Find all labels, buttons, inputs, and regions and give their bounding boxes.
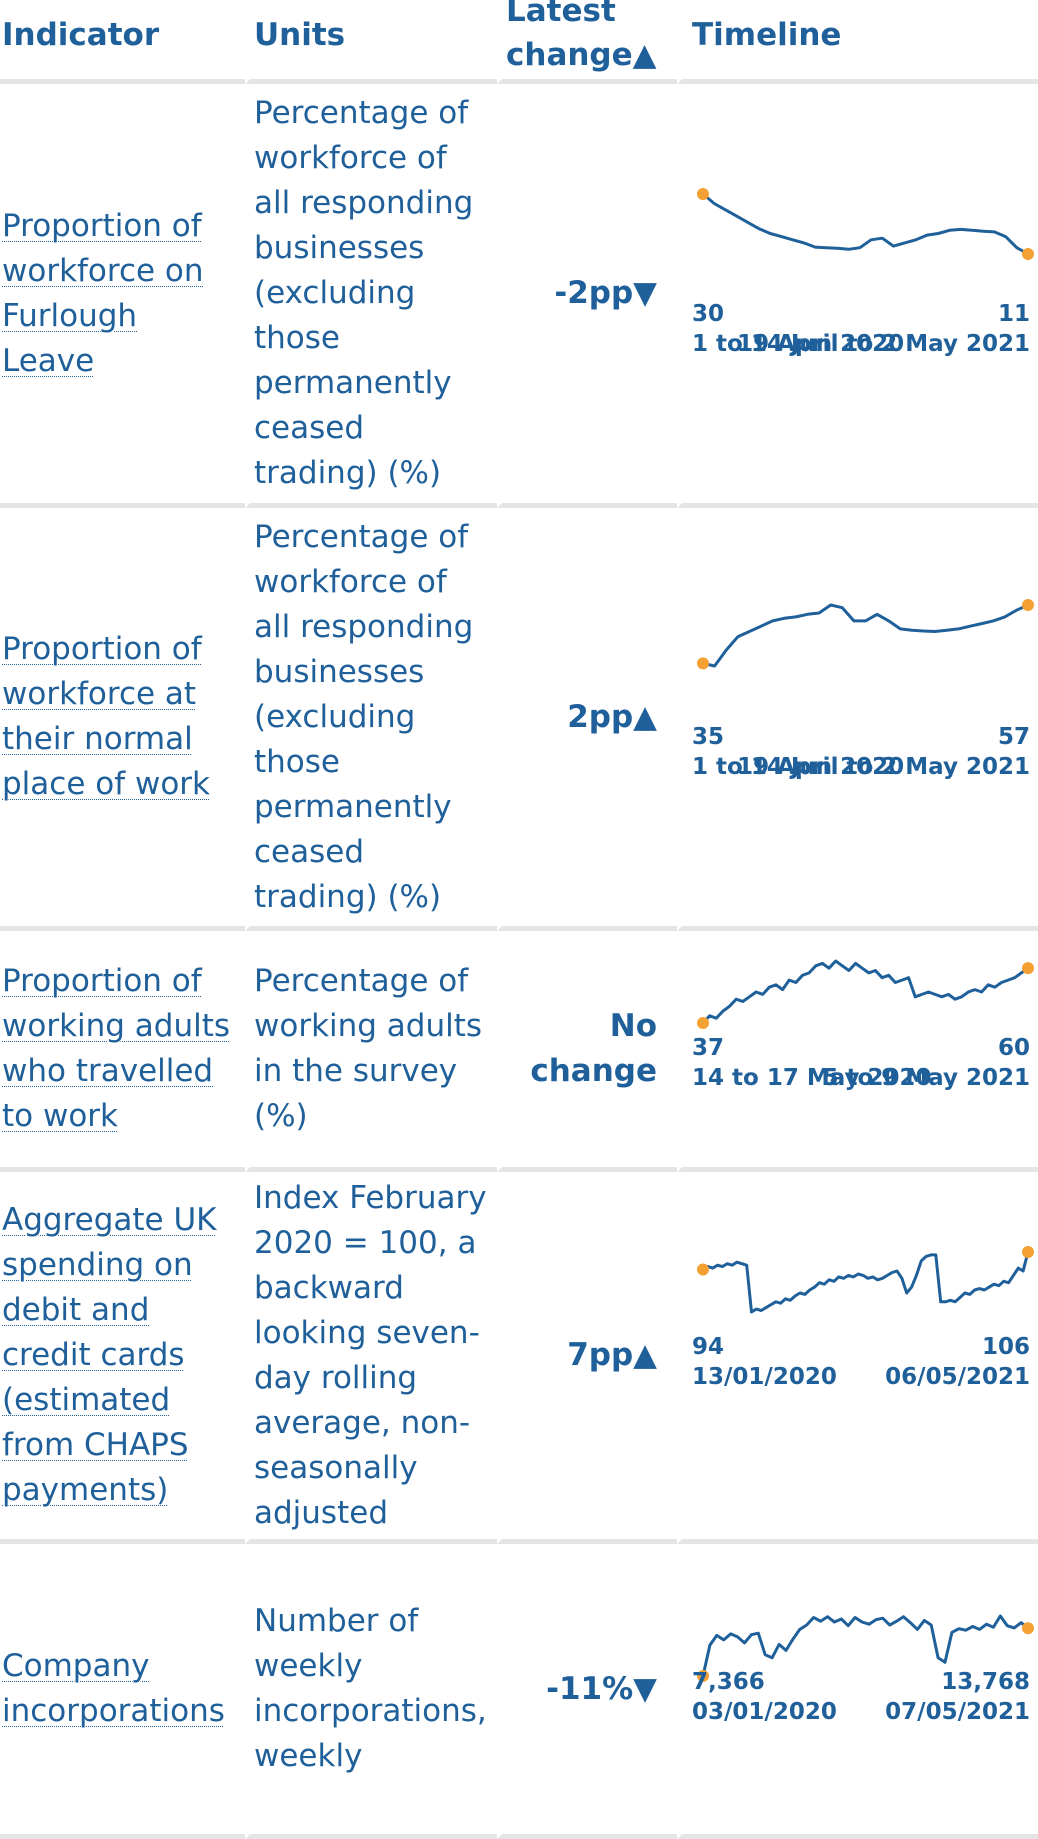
sparkline-end-point [1022, 1622, 1034, 1635]
sparkline-end-point [1022, 1246, 1034, 1258]
sparkline [697, 1246, 1034, 1314]
indicator-link[interactable]: Proportion of workforce at their normal … [2, 631, 211, 802]
column-header-indicator[interactable]: Indicator [0, 0, 245, 84]
units-cell: Percentage of working adults in the surv… [245, 931, 497, 1172]
sparkline-line [701, 959, 1029, 1025]
timeline-cell: 30 1 to 14 Jun 2020 11 19 April to 2 May… [677, 84, 1038, 508]
timeline-end-label: 11 19 April to 2 May 2021 [737, 299, 1030, 359]
end-value: 106 [981, 1334, 1030, 1360]
start-value: 35 [692, 724, 725, 750]
start-date: 14 to 17 May 2020 [692, 1065, 932, 1091]
timeline-end-label: 60 5 to 9 May 2021 [822, 1033, 1030, 1093]
indicator-link[interactable]: Proportion of workforce on Furlough Leav… [2, 207, 204, 379]
timeline-cell: 7,366 03/01/2020 13,768 07/05/2021 [677, 1544, 1038, 1839]
start-value: 7,366 [692, 1669, 765, 1695]
sparkline-line [702, 192, 1029, 256]
sparkline-line [702, 1251, 1030, 1314]
timeline-cell: 37 14 to 17 May 2020 60 5 to 9 May 2021 [677, 931, 1038, 1172]
sparkline-end-point [1022, 962, 1034, 975]
sparkline [697, 599, 1034, 670]
start-date: 13/01/2020 [692, 1364, 837, 1390]
end-value: 13,768 [941, 1669, 1030, 1695]
sparkline-start-point [697, 657, 709, 670]
sparkline-start-point [697, 1017, 709, 1029]
timeline-end-label: 57 19 April to 2 May 2021 [737, 722, 1030, 782]
table-header-row: Indicator Units Latest change▲ Timeline [0, 0, 1038, 84]
start-date: 03/01/2020 [692, 1699, 837, 1725]
table-row: Proportion of workforce at their normal … [0, 508, 1038, 931]
timeline-cell: 94 13/01/2020 106 06/05/2021 [677, 1172, 1038, 1544]
end-date: 19 April to 2 May 2021 [737, 754, 1030, 780]
end-value: 57 [997, 724, 1030, 750]
units-cell: Index February 2020 = 100, a backward lo… [245, 1172, 497, 1544]
end-date: 19 April to 2 May 2021 [737, 331, 1030, 357]
start-value: 30 [692, 301, 725, 327]
end-value: 60 [997, 1035, 1030, 1061]
latest-change-value: No change [497, 931, 677, 1172]
start-value: 94 [692, 1334, 725, 1360]
units-cell: Number of weekly incorporations, weekly [245, 1544, 497, 1839]
end-date: 5 to 9 May 2021 [822, 1065, 1030, 1091]
sparkline-end-point [1022, 248, 1034, 260]
end-date: 06/05/2021 [885, 1364, 1030, 1390]
sparkline-line [701, 1614, 1029, 1677]
end-value: 11 [997, 301, 1030, 327]
timeline-end-label: 106 06/05/2021 [885, 1332, 1030, 1392]
timeline-cell: 35 1 to 14 Jun 2020 57 19 April to 2 May… [677, 508, 1038, 931]
column-header-units[interactable]: Units [245, 0, 497, 84]
start-value: 37 [692, 1035, 725, 1061]
latest-change-value: 7pp▲ [497, 1172, 677, 1544]
indicator-link[interactable]: Aggregate UK spending on debit and credi… [2, 1202, 217, 1508]
units-cell: Percentage of workforce of all respondin… [245, 84, 497, 508]
timeline-start-label: 7,366 03/01/2020 [692, 1667, 837, 1727]
start-date: 1 to 14 Jun 2020 [692, 331, 905, 357]
indicator-link[interactable]: Company incorporations [2, 1648, 225, 1729]
timeline-end-label: 13,768 07/05/2021 [885, 1667, 1030, 1727]
column-header-latest-change[interactable]: Latest change▲ [497, 0, 677, 84]
sparkline-start-point [697, 1670, 709, 1682]
sparkline-end-point [1022, 599, 1034, 611]
timeline-start-label: 37 14 to 17 May 2020 [692, 1033, 932, 1093]
timeline-start-label: 30 1 to 14 Jun 2020 [692, 299, 904, 359]
timeline-start-label: 94 13/01/2020 [692, 1332, 837, 1392]
sparkline-line [702, 603, 1029, 668]
start-date: 1 to 14 Jun 2020 [692, 754, 905, 780]
column-header-timeline[interactable]: Timeline [677, 0, 1038, 84]
sparkline-start-point [697, 188, 709, 200]
table-row: Company incorporations Number of weekly … [0, 1544, 1038, 1839]
indicator-link[interactable]: Proportion of working adults who travell… [2, 963, 231, 1134]
latest-change-value: -2pp▼ [497, 84, 677, 508]
latest-change-value: -11%▼ [497, 1544, 677, 1839]
table-row: Proportion of working adults who travell… [0, 931, 1038, 1172]
sparkline [697, 188, 1034, 260]
units-cell: Percentage of workforce of all respondin… [245, 508, 497, 931]
table-row: Aggregate UK spending on debit and credi… [0, 1172, 1038, 1544]
sparkline [697, 1614, 1034, 1682]
table-row: Proportion of workforce on Furlough Leav… [0, 84, 1038, 508]
end-date: 07/05/2021 [885, 1699, 1030, 1725]
latest-change-value: 2pp▲ [497, 508, 677, 931]
sparkline-start-point [697, 1263, 709, 1276]
timeline-start-label: 35 1 to 14 Jun 2020 [692, 722, 904, 782]
sparkline [697, 959, 1034, 1029]
